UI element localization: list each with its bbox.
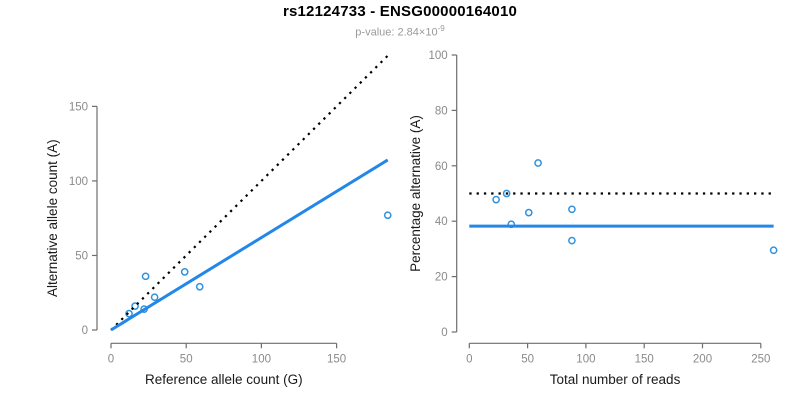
plot-title: rs12124733 - ENSG00000164010: [282, 3, 518, 20]
y-tick-label: 40: [435, 216, 448, 228]
x-tick-label: 150: [635, 353, 654, 365]
y-tick-label: 100: [429, 50, 448, 62]
x-tick-label: 0: [466, 353, 472, 365]
data-point: [524, 208, 533, 217]
p-value-subtitle: p-value: 2.84×10-9: [0, 24, 800, 39]
data-point: [568, 205, 576, 214]
y-axis-label: Alternative allele count (A): [45, 139, 60, 297]
x-axis-label: Total number of reads: [550, 372, 681, 387]
y-tick-label: 0: [441, 327, 447, 339]
y-tick-label: 100: [69, 176, 88, 188]
y-tick-label: 20: [435, 272, 448, 284]
fit-line: [110, 158, 389, 332]
x-tick-label: 150: [327, 353, 346, 365]
identity-line: [110, 54, 389, 331]
x-tick-label: 0: [108, 353, 114, 365]
x-tick-label: 200: [693, 353, 712, 365]
data-point: [150, 293, 159, 302]
x-tick-label: 100: [252, 353, 271, 365]
y-tick-label: 150: [69, 101, 88, 113]
p-value-text: p-value: 2.84×10: [355, 26, 438, 39]
data-point: [492, 195, 500, 204]
percentage-panel: 0 20 40 60 80 100 0 50 100 150 200 250 Total number …: [408, 50, 778, 387]
data-point: [534, 159, 542, 167]
data-point: [502, 189, 511, 198]
y-tick-label: 60: [435, 161, 448, 173]
data-point: [125, 309, 133, 318]
data-point: [769, 246, 778, 255]
y-tick-label: 80: [435, 105, 448, 117]
data-point: [383, 211, 392, 220]
x-tick-label: 250: [751, 353, 770, 365]
data-point: [141, 272, 150, 281]
x-tick-label: 50: [180, 353, 193, 365]
data-point: [131, 302, 139, 310]
x-tick-label: 100: [576, 353, 595, 365]
x-tick-label: 50: [521, 353, 534, 365]
data-point: [180, 268, 189, 276]
data-point: [568, 236, 576, 245]
y-axis-label: Percentage alternative (A): [408, 115, 423, 272]
data-point: [195, 282, 204, 291]
allele-counts-panel: 0 50 100 150 0 50 100 150 Reference allele count…: [45, 54, 392, 387]
y-tick-label: 50: [75, 250, 88, 262]
p-value-exponent: -9: [437, 24, 445, 33]
y-tick-label: 0: [82, 325, 88, 337]
x-axis-label: Reference allele count (G): [145, 372, 303, 387]
